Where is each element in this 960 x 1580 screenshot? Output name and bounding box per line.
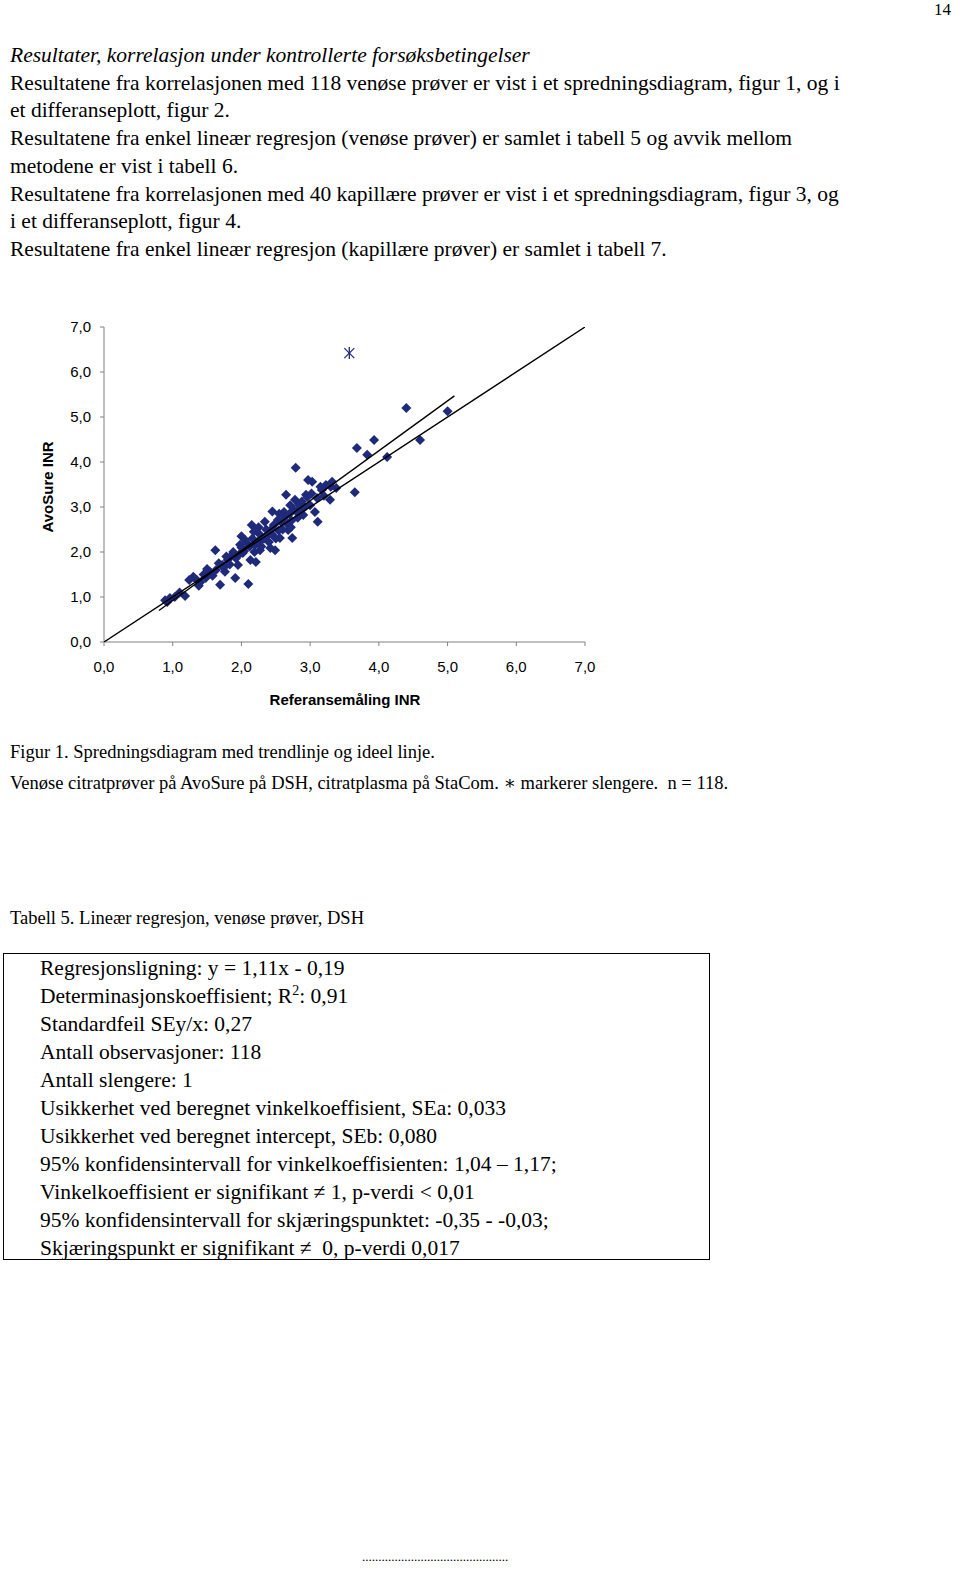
scatter-point — [210, 545, 220, 555]
y-tick-label: 5,0 — [70, 408, 91, 425]
paragraph-line: Resultatene fra korrelasjonen med 118 ve… — [10, 70, 840, 96]
y-tick — [100, 642, 104, 643]
table-row: Skjæringspunkt er signifikant ≠ 0, p-ver… — [40, 1235, 460, 1261]
x-tick — [241, 642, 242, 646]
x-axis-label: Referansemåling INR — [270, 691, 421, 708]
paragraph-line: Resultatene fra enkel lineær regresjon (… — [10, 125, 792, 151]
y-tick-label: 6,0 — [70, 363, 91, 380]
x-tick — [378, 642, 379, 646]
scatter-point — [271, 534, 281, 544]
row-text: Determinasjonskoeffisient; R — [40, 984, 292, 1008]
row-superscript: 2 — [292, 983, 299, 998]
x-tick-label: 2,0 — [231, 658, 252, 675]
table-caption: Tabell 5. Lineær regresjon, venøse prøve… — [10, 906, 364, 930]
line — [104, 327, 585, 642]
y-axis-label: AvoSure INR — [39, 441, 56, 532]
table-row: Antall slengere: 1 — [40, 1067, 193, 1093]
table-row: Vinkelkoeffisient er signifikant ≠ 1, p-… — [40, 1179, 475, 1205]
y-tick — [100, 597, 104, 598]
scatter-point — [270, 545, 280, 555]
scatter-point — [369, 435, 379, 445]
scatter-point — [362, 450, 372, 460]
row-text: : 0,91 — [299, 984, 348, 1008]
y-tick — [100, 507, 104, 508]
table-row: Regresjonsligning: y = 1,11x - 0,19 — [40, 955, 345, 981]
y-tick-label: 7,0 — [70, 318, 91, 335]
scatter-point — [287, 533, 297, 543]
x-tick-label: 0,0 — [94, 658, 115, 675]
page-number: 14 — [934, 0, 951, 20]
x-tick — [172, 642, 173, 646]
scatter-point — [310, 507, 320, 517]
scatter-point — [281, 490, 291, 500]
scatter-point — [274, 509, 284, 519]
scatter-point — [230, 573, 240, 583]
y-tick — [100, 327, 104, 328]
scatter-point — [236, 531, 246, 541]
scatter-point — [256, 542, 266, 552]
x-tick — [516, 642, 517, 646]
y-tick — [100, 552, 104, 553]
asterisk-stroke — [344, 348, 354, 358]
y-tick-label: 1,0 — [70, 588, 91, 605]
x-tick-label: 7,0 — [575, 658, 596, 675]
x-tick-label: 4,0 — [368, 658, 389, 675]
paragraph-line: et differanseplott, figur 2. — [10, 97, 230, 123]
x-tick-label: 3,0 — [300, 658, 321, 675]
x-tick — [585, 642, 586, 646]
x-tick — [447, 642, 448, 646]
figure-caption: Venøse citratprøver på AvoSure på DSH, c… — [10, 771, 728, 795]
y-axis — [104, 327, 105, 642]
asterisk-stroke — [349, 347, 350, 359]
y-tick-label: 0,0 — [70, 633, 91, 650]
scatter-point — [286, 522, 296, 532]
scatter-point — [415, 435, 425, 445]
scatter-point — [352, 443, 362, 453]
chart: 0,0 1,0 2,0 3,0 4,0 5,0 6,0 7,0 0,0 1,0 2,0 3,0 4,0 5… — [0, 0, 960, 720]
scatter-point — [188, 572, 198, 582]
table-row: Determinasjonskoeffisient; R2: 0,91 — [40, 983, 348, 1009]
table-row: 95% konfidensintervall for vinkelkoeffis… — [40, 1151, 557, 1177]
x-tick-label: 1,0 — [162, 658, 183, 675]
y-tick — [100, 372, 104, 373]
table-row: 95% konfidensintervall for skjæringspunk… — [40, 1207, 549, 1233]
table-row: Antall observasjoner: 118 — [40, 1039, 261, 1065]
paragraph-line: Resultatene fra korrelasjonen med 40 kap… — [10, 181, 839, 207]
x-tick — [104, 642, 105, 646]
y-tick — [100, 417, 104, 418]
scatter-point — [313, 517, 323, 527]
line — [159, 396, 454, 611]
paragraph-line: Resultatene fra enkel lineær regresjon (… — [10, 236, 667, 262]
plot-area — [104, 327, 585, 642]
paragraph-line: metodene er vist i tabell 6. — [10, 153, 238, 179]
y-tick-label: 2,0 — [70, 543, 91, 560]
outlier-point — [344, 347, 354, 359]
scatter-point — [243, 579, 253, 589]
figure-caption: Figur 1. Spredningsdiagram med trendlinj… — [10, 740, 435, 764]
x-tick-label: 6,0 — [506, 658, 527, 675]
heading: Resultater, korrelasjon under kontroller… — [10, 42, 530, 68]
table-row: Standardfeil SEy/x: 0,27 — [40, 1011, 252, 1037]
y-tick-label: 4,0 — [70, 453, 91, 470]
x-axis — [104, 642, 585, 643]
scatter-point — [291, 463, 301, 473]
table-row: Usikkerhet ved beregnet intercept, SEb: … — [40, 1123, 437, 1149]
y-tick-label: 3,0 — [70, 498, 91, 515]
scatter-point — [350, 487, 360, 497]
scatter-point — [401, 403, 411, 413]
footer-dots: ........................................… — [362, 1549, 508, 1565]
scatter-point — [307, 477, 317, 487]
scatter-point — [249, 547, 259, 557]
x-tick-label: 5,0 — [437, 658, 458, 675]
scatter-point — [215, 580, 225, 590]
scatter-point — [249, 527, 259, 537]
paragraph-line: i et differanseplott, figur 4. — [10, 208, 241, 234]
x-tick — [310, 642, 311, 646]
asterisk-stroke — [344, 348, 354, 358]
scatter-point — [251, 557, 261, 567]
table-row: Usikkerhet ved beregnet vinkelkoeffisien… — [40, 1095, 506, 1121]
y-tick — [100, 462, 104, 463]
